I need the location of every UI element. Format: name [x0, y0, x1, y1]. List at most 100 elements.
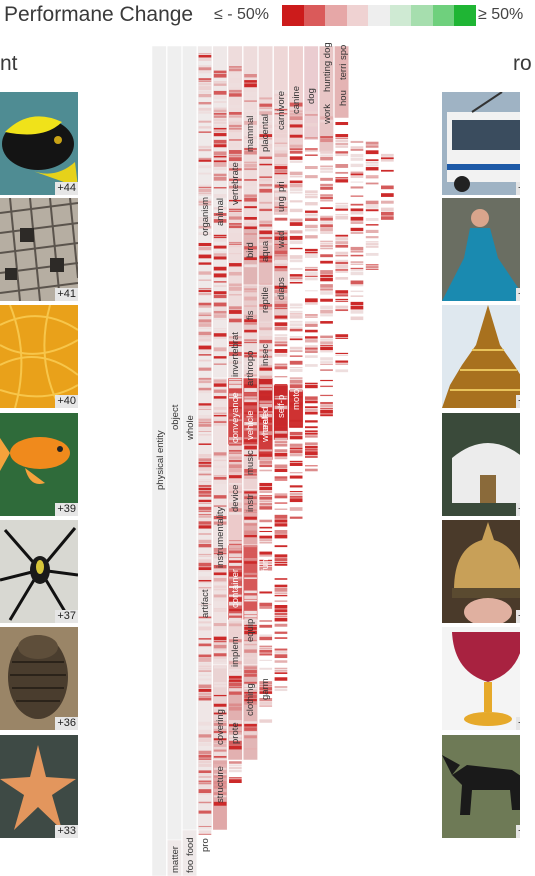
tree-leaf-row-6-21	[244, 143, 257, 146]
tree-leaf-row-3-201	[198, 654, 212, 658]
tree-leaf-row-5-103	[229, 378, 242, 381]
tree-leaf-row-10-53	[305, 266, 318, 269]
starfish-image: +33	[0, 735, 78, 838]
tree-leaf-row-11-9	[320, 139, 333, 143]
tree-leaf-row-14-4	[365, 150, 379, 155]
tree-leaf-row-4-224	[213, 744, 227, 747]
tree-leaf-row-9-25	[289, 183, 303, 188]
tree-leaf-row-11-44	[320, 247, 333, 250]
tree-leaf-row-4-217	[213, 722, 227, 726]
tree-leaf-row-6-122	[244, 456, 257, 460]
tree-leaf-row-7-169	[259, 602, 273, 607]
tree-leaf-row-5-182	[229, 611, 242, 613]
tree-leaf-row-10-65	[305, 302, 318, 305]
tree-leaf-row-7-35	[259, 183, 273, 187]
tree-leaf-row-6-156	[244, 561, 257, 564]
tree-leaf-row-8-167	[274, 612, 288, 616]
tree-leaf-row-3-79	[198, 290, 212, 293]
tree-leaf-row-3-17	[198, 101, 212, 105]
tree-leaf-row-13-53	[350, 284, 364, 287]
tree-leaf-row-5-47	[229, 208, 242, 211]
tree-leaf-row-13-17	[350, 181, 364, 183]
tree-leaf-row-9-56	[289, 281, 303, 284]
tree-leaf-row-9-96	[289, 395, 303, 399]
tree-leaf-row-5-223	[229, 745, 242, 750]
tree-leaf-row-13-42	[350, 254, 364, 257]
tree-leaf-row-10-31	[305, 195, 318, 199]
tree-leaf-row-7-18	[259, 131, 273, 134]
tree-leaf-row-4-14	[213, 101, 227, 103]
tree-leaf-row-5-115	[229, 413, 242, 417]
tree-leaf-row-3-247	[198, 801, 212, 804]
tree-leaf-row-10-116	[305, 451, 318, 456]
tree-leaf-row-6-137	[244, 502, 257, 505]
tree-leaf-row-3-122	[198, 421, 212, 424]
tree-leaf-row-13-19	[350, 186, 364, 189]
tree-leaf-row-3-19	[198, 107, 212, 111]
tree-leaf-row-3-59	[198, 223, 212, 226]
tree-leaf-row-7-23	[259, 147, 273, 149]
tree-leaf-row-13-5	[350, 146, 364, 149]
tree-leaf-row-3-20	[198, 111, 212, 114]
tree-leaf-row-4-9	[213, 83, 227, 86]
tree-leaf-row-5-88	[229, 336, 242, 339]
tree-leaf-row-4-83	[213, 318, 227, 320]
tree-leaf-row-11-61	[320, 305, 333, 310]
tree-leaf-row-5-216	[229, 724, 242, 727]
tree-leaf-row-3-80	[198, 292, 212, 296]
tree-leaf-row-9-14	[289, 148, 303, 151]
tree-leaf-row-8-67	[274, 296, 288, 301]
tree-leaf-row-3-68	[198, 254, 212, 259]
tree-leaf-row-12-69	[335, 334, 349, 338]
tree-leaf-row-9-1	[289, 102, 303, 107]
tree-leaf-row-3-14	[198, 93, 212, 98]
tree-leaf-row-4-152	[213, 525, 227, 527]
tree-leaf-row-6-152	[244, 551, 257, 554]
tree-leaf-row-7-58	[259, 255, 273, 259]
tree-leaf-row-7-21	[259, 140, 273, 144]
tree-leaf-row-8-138	[274, 519, 288, 523]
tree-leaf-row-3-9	[198, 78, 212, 80]
tree-leaf-row-4-128	[213, 452, 227, 456]
tree-leaf-row-8-47	[274, 232, 288, 235]
tree-leaf-row-10-15	[305, 150, 318, 152]
tree-leaf-row-15-16	[381, 193, 394, 197]
tree-leaf-row-4-203	[213, 684, 227, 688]
tree-leaf-row-3-138	[198, 471, 212, 473]
tree-leaf-row-8-149	[274, 554, 288, 558]
tree-leaf-row-9-66	[289, 310, 303, 313]
tree-leaf-row-12-46	[335, 264, 349, 269]
tree-leaf-row-5-8	[229, 89, 242, 93]
tree-leaf-row-14-42	[365, 264, 379, 266]
tree-leaf-row-5-169	[229, 572, 242, 577]
tree-leaf-row-7-148	[259, 535, 273, 539]
tree-leaf-row-6-79	[244, 322, 257, 325]
tree-leaf-row-6-78	[244, 319, 257, 323]
tree-leaf-row-10-10	[305, 137, 318, 139]
tree-leaf-row-15-7	[381, 169, 394, 172]
tree-leaf-row-6-139	[244, 509, 257, 512]
tree-leaf-row-10-56	[305, 275, 318, 278]
tree-leaf-row-6-147	[244, 534, 257, 538]
tree-leaf-row-9-111	[289, 447, 303, 450]
tree-leaf-row-3-237	[198, 773, 212, 776]
tree-leaf-row-4-175	[213, 598, 227, 602]
tree-leaf-row-9-13	[289, 144, 303, 148]
tree-leaf-row-5-30	[229, 150, 242, 154]
tree-leaf-row-5-89	[229, 339, 242, 341]
tree-leaf-row-4-64	[213, 256, 227, 260]
tree-leaf-row-8-69	[274, 303, 288, 308]
tree-leaf-row-9-12	[289, 142, 303, 145]
tree-leaf-row-3-50	[198, 198, 212, 201]
tree-leaf-row-3-57	[198, 216, 212, 219]
tree-leaf-row-7-183	[259, 645, 273, 648]
tree-leaf-row-5-183	[229, 613, 242, 616]
tree-leaf-row-4-129	[213, 456, 227, 458]
tree-leaf-row-4-48	[213, 207, 227, 210]
tree-leaf-row-9-30	[289, 200, 303, 203]
tree-leaf-row-13-9	[350, 158, 364, 161]
tree-leaf-row-4-23	[213, 127, 227, 130]
tree-leaf-row-9-73	[289, 328, 303, 332]
tree-leaf-row-8-125	[274, 479, 288, 481]
tree-leaf-row-3-258	[198, 833, 212, 835]
